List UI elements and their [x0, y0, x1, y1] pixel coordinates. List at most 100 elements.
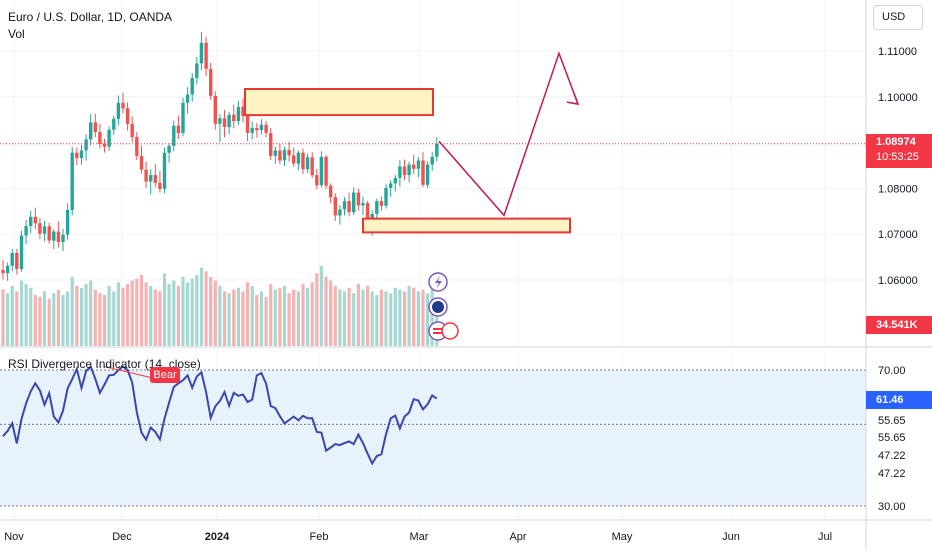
candle-body[interactable]	[379, 201, 384, 206]
candle-body[interactable]	[259, 124, 264, 131]
candle-body[interactable]	[365, 203, 370, 225]
candlesticks[interactable]	[1, 31, 439, 281]
candle-body[interactable]	[167, 145, 171, 153]
candle-body[interactable]	[130, 123, 134, 138]
candle-body[interactable]	[209, 68, 213, 96]
candle-body[interactable]	[176, 125, 181, 133]
candle-body[interactable]	[402, 166, 407, 176]
candle-body[interactable]	[19, 235, 24, 269]
candle-body[interactable]	[338, 209, 342, 216]
currency-button[interactable]: USD	[873, 5, 923, 30]
candle-body[interactable]	[84, 139, 88, 151]
candle-body[interactable]	[375, 201, 379, 214]
candle-body[interactable]	[135, 137, 139, 156]
candle-body[interactable]	[24, 226, 28, 236]
candle-body[interactable]	[185, 94, 190, 103]
volume-label[interactable]: Vol	[8, 27, 25, 41]
candle-body[interactable]	[195, 63, 199, 79]
candle-body[interactable]	[250, 127, 254, 133]
projected-path[interactable]	[438, 51, 579, 217]
candle-body[interactable]	[112, 118, 116, 130]
support-zone[interactable]	[362, 217, 571, 234]
candle-body[interactable]	[292, 155, 296, 164]
candle-body[interactable]	[412, 164, 416, 169]
candle-body[interactable]	[324, 156, 328, 186]
candle-body[interactable]	[102, 144, 107, 147]
candle-body[interactable]	[79, 150, 84, 159]
candle-body[interactable]	[56, 231, 61, 243]
candle-body[interactable]	[296, 152, 301, 164]
candle-body[interactable]	[287, 149, 291, 156]
resistance-zone[interactable]	[244, 88, 434, 117]
candle-body[interactable]	[29, 216, 33, 226]
rsi-line[interactable]	[2, 364, 438, 466]
event-icons[interactable]	[428, 272, 459, 341]
candle-body[interactable]	[70, 152, 74, 210]
candle-body[interactable]	[204, 42, 208, 69]
candle-body[interactable]	[393, 177, 397, 184]
candle-body[interactable]	[416, 160, 421, 169]
candle-body[interactable]	[315, 175, 319, 186]
candle-body[interactable]	[15, 253, 19, 269]
candle-body[interactable]	[172, 125, 176, 146]
candle-body[interactable]	[435, 144, 439, 157]
candle-body[interactable]	[5, 265, 10, 274]
candle-body[interactable]	[61, 234, 65, 242]
candle-body[interactable]	[89, 122, 93, 140]
candle-body[interactable]	[153, 175, 157, 183]
candle-body[interactable]	[425, 164, 430, 185]
candle-body[interactable]	[158, 182, 162, 189]
candle-body[interactable]	[241, 106, 245, 117]
candle-body[interactable]	[352, 192, 356, 213]
candle-body[interactable]	[356, 192, 361, 206]
candle-body[interactable]	[310, 157, 314, 176]
candle-body[interactable]	[42, 226, 47, 234]
candle-body[interactable]	[227, 114, 231, 128]
candle-body[interactable]	[107, 129, 111, 147]
candle-body[interactable]	[264, 124, 268, 133]
candle-body[interactable]	[273, 150, 277, 156]
candle-body[interactable]	[65, 209, 70, 235]
candle-body[interactable]	[222, 118, 227, 127]
candle-body[interactable]	[236, 106, 241, 122]
candle-body[interactable]	[116, 102, 121, 119]
candle-body[interactable]	[199, 42, 204, 64]
candle-body[interactable]	[421, 160, 425, 185]
candle-body[interactable]	[269, 133, 273, 156]
candle-body[interactable]	[278, 150, 282, 161]
rsi-pane[interactable]	[0, 364, 866, 507]
candle-body[interactable]	[162, 152, 167, 189]
symbol-title[interactable]: Euro / U.S. Dollar, 1D, OANDA	[8, 10, 173, 24]
candle-body[interactable]	[347, 201, 351, 213]
candle-body[interactable]	[305, 157, 310, 170]
candle-body[interactable]	[125, 108, 130, 124]
candle-body[interactable]	[430, 156, 434, 165]
candle-body[interactable]	[319, 156, 324, 186]
candle-body[interactable]	[121, 102, 125, 109]
candle-body[interactable]	[282, 149, 287, 161]
candle-body[interactable]	[33, 216, 37, 224]
candle-body[interactable]	[255, 127, 259, 131]
candle-body[interactable]	[389, 183, 393, 188]
candle-body[interactable]	[213, 95, 217, 124]
us-flag-icon-2[interactable]	[441, 322, 459, 340]
candle-body[interactable]	[218, 118, 222, 124]
candle-body[interactable]	[149, 175, 153, 182]
candle-body[interactable]	[10, 253, 14, 266]
candle-body[interactable]	[47, 226, 51, 241]
candle-body[interactable]	[75, 152, 79, 159]
candle-body[interactable]	[245, 116, 250, 133]
candle-body[interactable]	[190, 78, 194, 95]
candle-body[interactable]	[232, 114, 236, 122]
candle-body[interactable]	[1, 269, 5, 274]
candle-body[interactable]	[98, 132, 102, 144]
candle-body[interactable]	[398, 166, 402, 178]
candle-body[interactable]	[333, 197, 337, 216]
candle-body[interactable]	[384, 187, 388, 206]
candle-body[interactable]	[144, 169, 148, 182]
candle-body[interactable]	[139, 155, 144, 170]
candle-body[interactable]	[301, 152, 305, 170]
candle-body[interactable]	[181, 102, 185, 133]
candle-body[interactable]	[38, 223, 42, 234]
